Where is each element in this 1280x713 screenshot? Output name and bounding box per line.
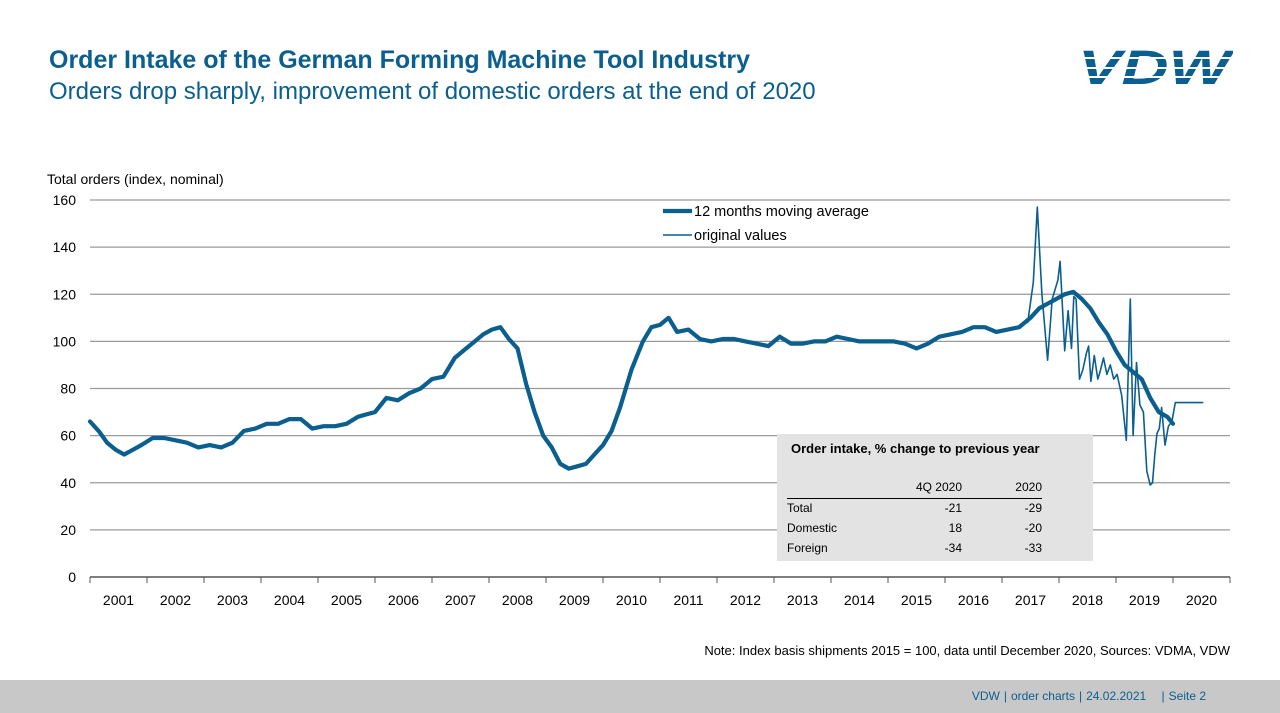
y-tick-labels: 0 20 40 60 80 100 120 140 160 [53,192,77,585]
row-q4-value: -34 [944,541,962,555]
table-row: Total -21 -29 [787,499,1042,520]
x-tick-label: 2010 [616,592,647,608]
x-tick-label: 2007 [445,592,476,608]
page-subtitle: Orders drop sharply, improvement of dome… [49,78,816,105]
x-tick-label: 2016 [958,592,989,608]
row-q4-value: 18 [948,521,962,535]
y-tick-label: 140 [53,239,77,255]
table-row: Domestic 18 -20 [787,519,1042,539]
table-header-year: 2020 [962,478,1042,499]
y-tick-label: 80 [60,381,76,397]
footer-page: Seite 2 [1168,689,1206,703]
x-tick-label: 2015 [901,592,932,608]
row-label: Domestic [787,521,838,535]
row-q4-value: -21 [944,501,962,515]
y-tick-label: 0 [68,569,76,585]
change-table-panel: Order intake, % change to previous year … [777,434,1093,561]
footer-date: 24.02.2021 [1086,689,1147,703]
x-tick-label: 2009 [559,592,590,608]
original-values-line [1026,206,1204,486]
x-tick-label: 2001 [103,592,134,608]
footer-section: order charts [1010,689,1075,703]
table-row: Foreign -34 -33 [787,539,1042,559]
x-tick-label: 2014 [844,592,875,608]
row-label: Total [787,501,813,515]
x-tick-label: 2011 [673,592,703,608]
legend-label: 12 months moving average [694,204,869,220]
row-year-value: -33 [1024,541,1042,555]
footer-bar: VDW | order charts | 24.02.2021 | Seite 2 [0,680,1280,713]
change-table: 4Q 2020 2020 Total -21 -29 Domestic 18 -… [787,478,1042,559]
x-tick-label: 2003 [217,592,248,608]
x-tick-label: 2008 [502,592,533,608]
series-group [87,206,1204,486]
row-year-value: -29 [1024,501,1042,515]
row-year-value: -20 [1024,521,1042,535]
footer-org: VDW [971,689,1000,703]
y-tick-label: 160 [53,192,77,208]
page-title: Order Intake of the German Forming Machi… [49,46,751,74]
line-chart: Total orders (index, nominal) 0 20 40 60 80 1… [47,171,1231,608]
x-tick-label: 2002 [160,592,191,608]
y-tick-label: 60 [60,428,76,444]
x-axis: 2001 2002 2003 2004 2005 2006 2007 2008 2009 2010… [89,576,1231,608]
table-title: Order intake, % change to previous year [791,441,1040,456]
x-tick-label: 2017 [1015,592,1046,608]
y-tick-label: 40 [60,475,76,491]
legend: 12 months moving average original values [663,204,869,244]
y-axis-label: Total orders (index, nominal) [47,171,224,187]
x-tick-label: 2012 [730,592,761,608]
x-tick-label: 2020 [1186,592,1217,608]
table-header-row: 4Q 2020 2020 [787,478,1042,499]
moving-average-line [87,289,1176,471]
row-label: Foreign [787,541,828,555]
table-header-q4: 4Q 2020 [882,478,962,499]
y-tick-label: 20 [60,522,76,538]
x-tick-label: 2013 [787,592,818,608]
footer-text: VDW | order charts | 24.02.2021 | Seite 2 [971,689,1206,703]
x-tick-label: 2005 [331,592,362,608]
source-note: Note: Index basis shipments 2015 = 100, … [704,643,1230,658]
vdw-logo: VDW [1078,46,1233,88]
x-tick-label: 2019 [1129,592,1160,608]
table-header-label [787,478,882,499]
x-tick-label: 2018 [1072,592,1103,608]
x-tick-label: 2006 [388,592,419,608]
x-tick-label: 2004 [274,592,305,608]
legend-label: original values [694,228,787,244]
y-tick-label: 100 [53,333,77,349]
y-tick-label: 120 [53,286,77,302]
